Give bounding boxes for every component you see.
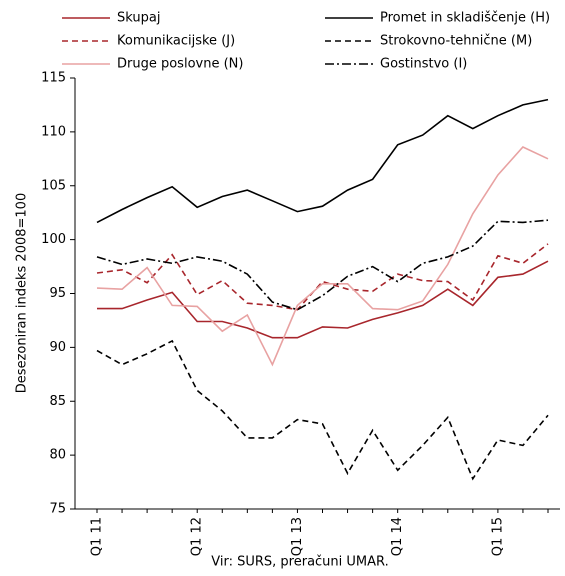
x-tick-label: Q1 11 <box>90 517 105 556</box>
x-tick-label: Q1 15 <box>490 517 505 556</box>
y-tick-label: 110 <box>41 124 66 139</box>
y-tick-label: 75 <box>49 502 66 517</box>
series-line <box>97 260 549 339</box>
x-tick-label: Q1 14 <box>390 517 405 556</box>
x-tick-label: Q1 12 <box>190 517 205 556</box>
legend-label: Komunikacijske (J) <box>117 34 235 49</box>
legend-label: Gostinstvo (I) <box>380 57 467 72</box>
series-line <box>96 339 549 481</box>
legend-label: Promet in skladiščenje (H) <box>380 11 550 26</box>
series-line <box>96 98 549 224</box>
y-tick-label: 80 <box>49 448 66 463</box>
series-line <box>96 146 549 367</box>
y-tick-label: 90 <box>49 340 66 355</box>
legend-label: Druge poslovne (N) <box>117 57 243 72</box>
legend-label: Skupaj <box>117 11 160 26</box>
x-tick-label: Q1 13 <box>290 517 305 556</box>
series-line <box>96 243 549 311</box>
y-tick-label: 100 <box>41 232 66 247</box>
y-tick-label: 105 <box>41 178 66 193</box>
y-tick-label: 85 <box>49 394 66 409</box>
source-note: Vir: SURS, preračuni UMAR. <box>211 555 388 570</box>
y-tick-label: 115 <box>41 71 66 86</box>
y-axis-label: Desezoniran indeks 2008=100 <box>15 193 30 393</box>
series-line <box>96 219 549 311</box>
legend-label: Strokovno-tehnične (M) <box>380 34 532 49</box>
y-tick-label: 95 <box>49 286 66 301</box>
